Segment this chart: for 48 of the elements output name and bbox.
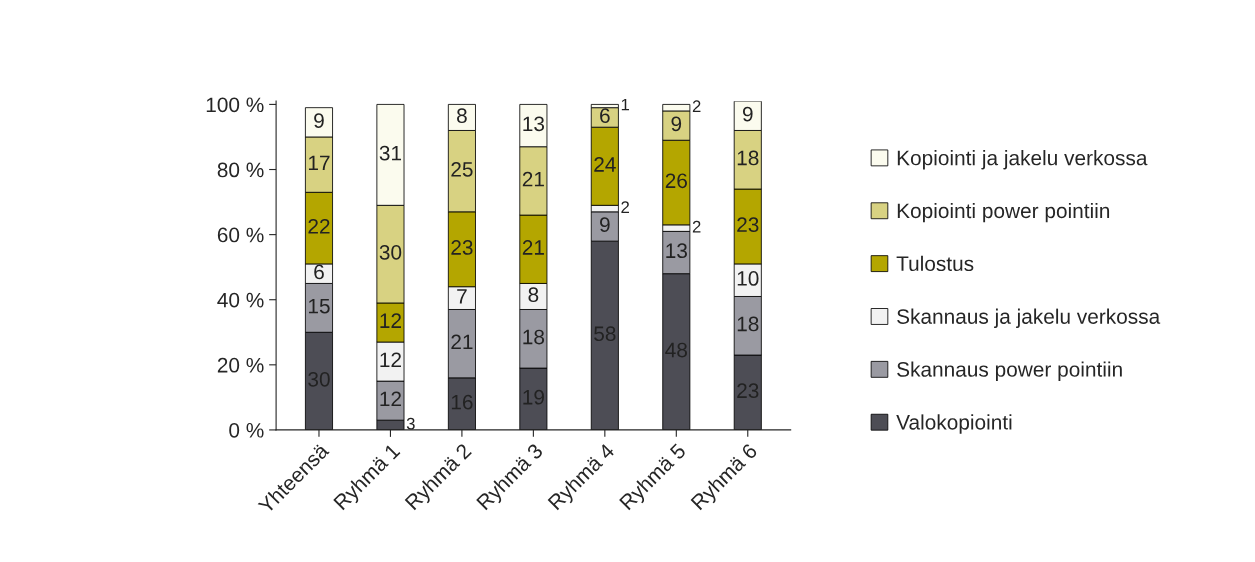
data-label: 10 — [737, 271, 759, 286]
data-label: 18 — [737, 316, 759, 332]
data-label: 25 — [451, 161, 473, 177]
data-label: 9 — [314, 113, 324, 128]
data-label: 12 — [380, 352, 401, 367]
data-label: 12 — [380, 391, 401, 407]
y-tick-label: 0 % — [229, 422, 264, 438]
data-label: 1 — [621, 98, 630, 111]
data-label: 23 — [737, 217, 759, 233]
legend-label: Kopiointi ja jakelu verkossa — [897, 150, 1148, 170]
data-label: 9 — [671, 116, 682, 132]
data-label: 2 — [692, 100, 701, 112]
data-label: 21 — [522, 171, 544, 187]
data-label: 21 — [522, 240, 544, 255]
y-tick-label: 40 % — [217, 292, 264, 308]
data-label: 12 — [380, 313, 401, 328]
data-label: 24 — [594, 157, 616, 172]
data-label: 13 — [523, 116, 545, 132]
data-label: 6 — [600, 108, 610, 124]
data-label: 2 — [692, 220, 701, 233]
data-label: 8 — [528, 287, 539, 303]
data-label: 21 — [451, 334, 473, 350]
data-label: 15 — [308, 298, 330, 314]
legend-label: Skannaus power pointiin — [897, 361, 1122, 381]
data-label: 2 — [621, 201, 629, 213]
y-tick-label: 80 % — [217, 162, 264, 178]
data-label: 6 — [314, 264, 324, 280]
data-label: 22 — [308, 218, 330, 234]
y-tick-label: 20 % — [217, 357, 264, 373]
legend-label: Valokopiointi — [896, 414, 1012, 434]
data-label: 26 — [665, 173, 687, 189]
data-label: 13 — [666, 243, 687, 259]
data-label: 3 — [406, 417, 415, 430]
data-label: 9 — [742, 106, 753, 122]
data-label: 30 — [379, 244, 402, 260]
data-label: 7 — [457, 289, 467, 304]
data-label: 23 — [451, 240, 473, 255]
data-label: 18 — [737, 150, 759, 166]
legend-label: Skannaus ja jakelu verkossa — [897, 308, 1161, 329]
data-label: 18 — [523, 329, 545, 345]
data-label: 8 — [457, 108, 467, 124]
data-label: 31 — [379, 145, 402, 161]
legend-label: Tulostus — [896, 255, 974, 272]
y-tick-label: 100 % — [206, 97, 264, 113]
y-tick-label: 60 % — [217, 227, 264, 243]
data-label: 17 — [308, 155, 330, 171]
legend-label: Kopiointi power pointiin — [897, 202, 1110, 223]
data-label: 9 — [600, 217, 610, 233]
